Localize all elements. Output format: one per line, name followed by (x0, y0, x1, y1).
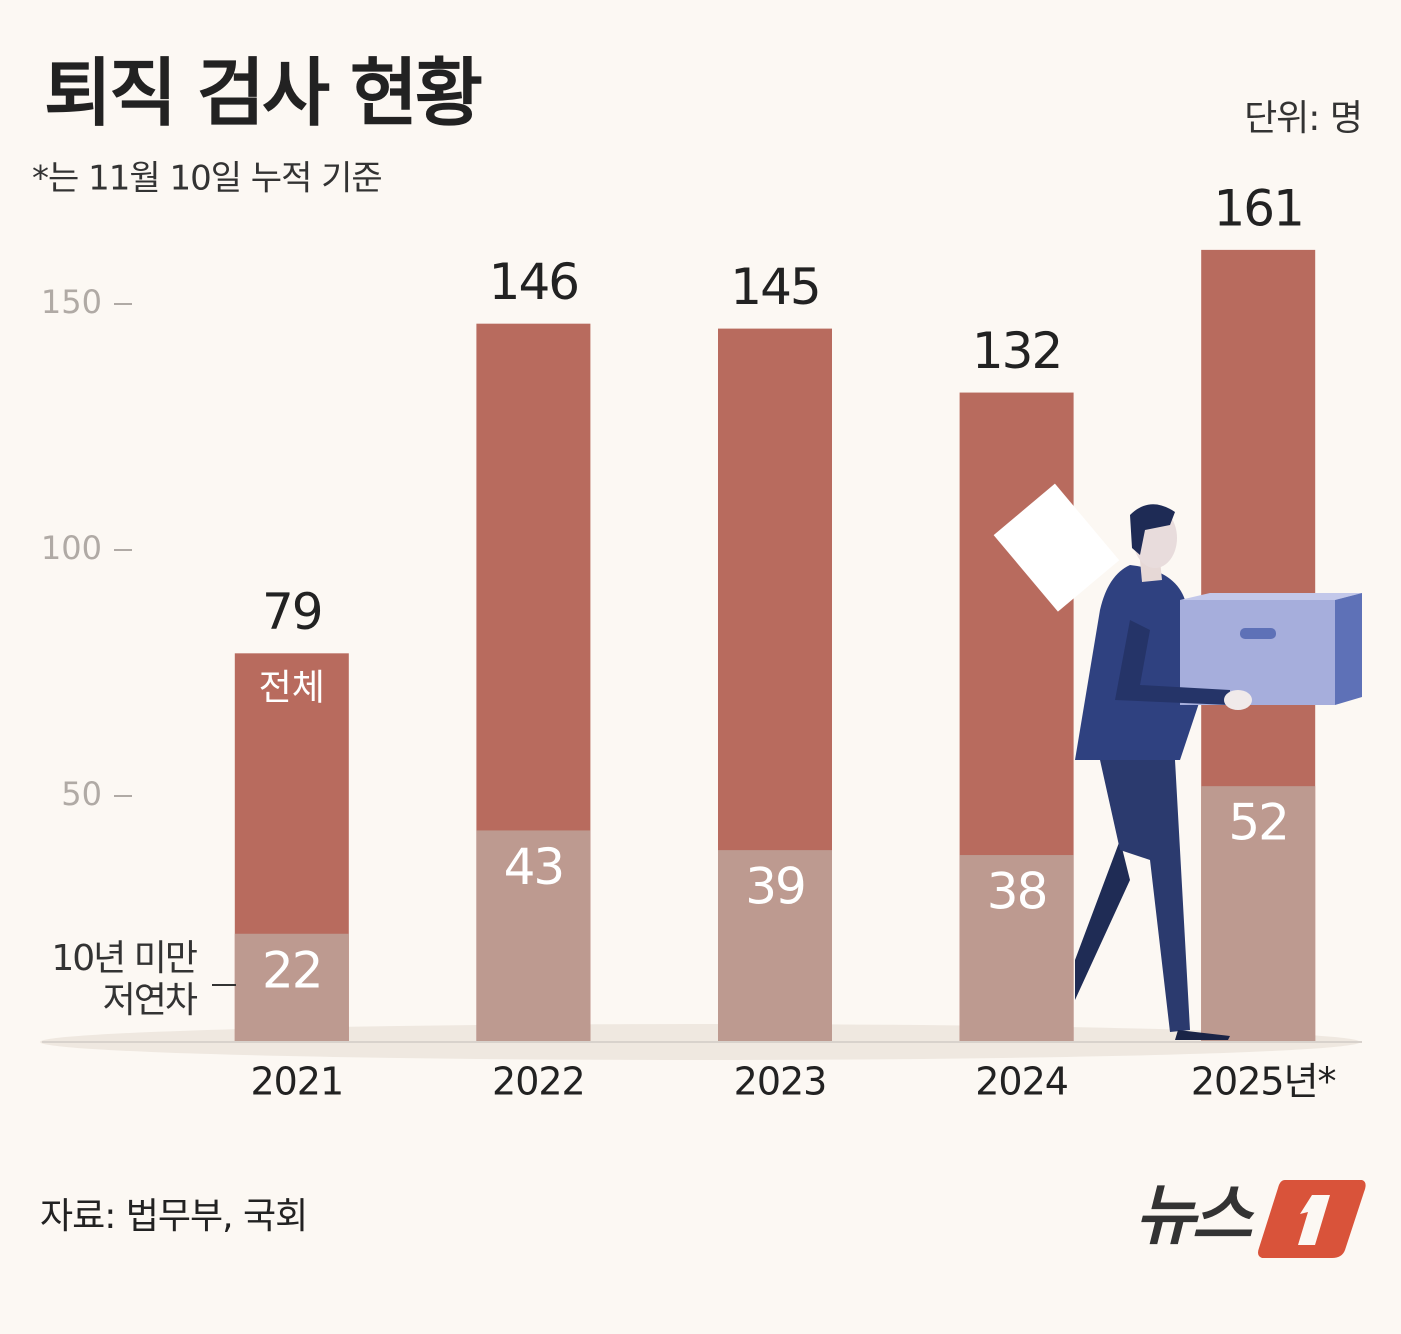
subtitle: *는 11월 10일 누적 기준 (32, 159, 382, 199)
x-tick-label: 2023 (734, 1060, 827, 1104)
value-label-total: 161 (1213, 179, 1302, 237)
series-label-total: 전체 (259, 667, 325, 708)
source: 자료: 법무부, 국회 (40, 1196, 307, 1237)
bar-sub (959, 855, 1074, 1042)
x-tick-label: 2021 (250, 1060, 343, 1104)
box-handle (1240, 628, 1276, 639)
logo: 뉴스 (1135, 1177, 1366, 1258)
plot: 50 100 150 2021 79 22 2022 146 43 2023 145 39 2024 13… (41, 179, 1337, 1104)
value-label-sub: 39 (745, 858, 805, 916)
chart-title: 퇴직 검사 현황 (44, 51, 482, 137)
value-label-total: 145 (730, 258, 819, 316)
leg-back (1075, 840, 1130, 1000)
paper (993, 483, 1120, 612)
x-tick-label: 2025년* (1191, 1060, 1336, 1104)
hand (1224, 690, 1252, 710)
value-label-total: 132 (972, 322, 1061, 380)
y-tick-label: 100 (41, 529, 102, 567)
y-tick-label: 50 (61, 775, 102, 813)
logo-text: 뉴스 (1135, 1177, 1255, 1254)
series-label-sub: 10년 미만 저연차 (51, 938, 198, 1021)
hair (1130, 504, 1175, 555)
bar-sub (1201, 786, 1316, 1042)
bar-sub (476, 830, 591, 1042)
bar-sub (234, 933, 349, 1042)
logo-one (1298, 1195, 1330, 1245)
value-label-total: 146 (489, 253, 578, 311)
illustration (993, 483, 1362, 1040)
unit: 단위: 명 (1244, 98, 1362, 139)
arm (1115, 620, 1230, 705)
box-side (1335, 593, 1362, 705)
shoe (1175, 1030, 1230, 1040)
box-front (1180, 600, 1335, 705)
box-top (1180, 593, 1362, 600)
x-tick-label: 2024 (975, 1060, 1068, 1104)
value-label-sub: 43 (504, 838, 564, 896)
leg-front (1100, 760, 1190, 1032)
value-label-total: 79 (262, 583, 322, 641)
value-label-sub: 52 (1228, 794, 1288, 852)
y-tick-label: 150 (41, 283, 102, 321)
value-label-sub: 22 (262, 941, 322, 999)
x-tick-label: 2022 (492, 1060, 585, 1104)
bar-sub (718, 850, 832, 1042)
value-label-sub: 38 (987, 863, 1047, 921)
